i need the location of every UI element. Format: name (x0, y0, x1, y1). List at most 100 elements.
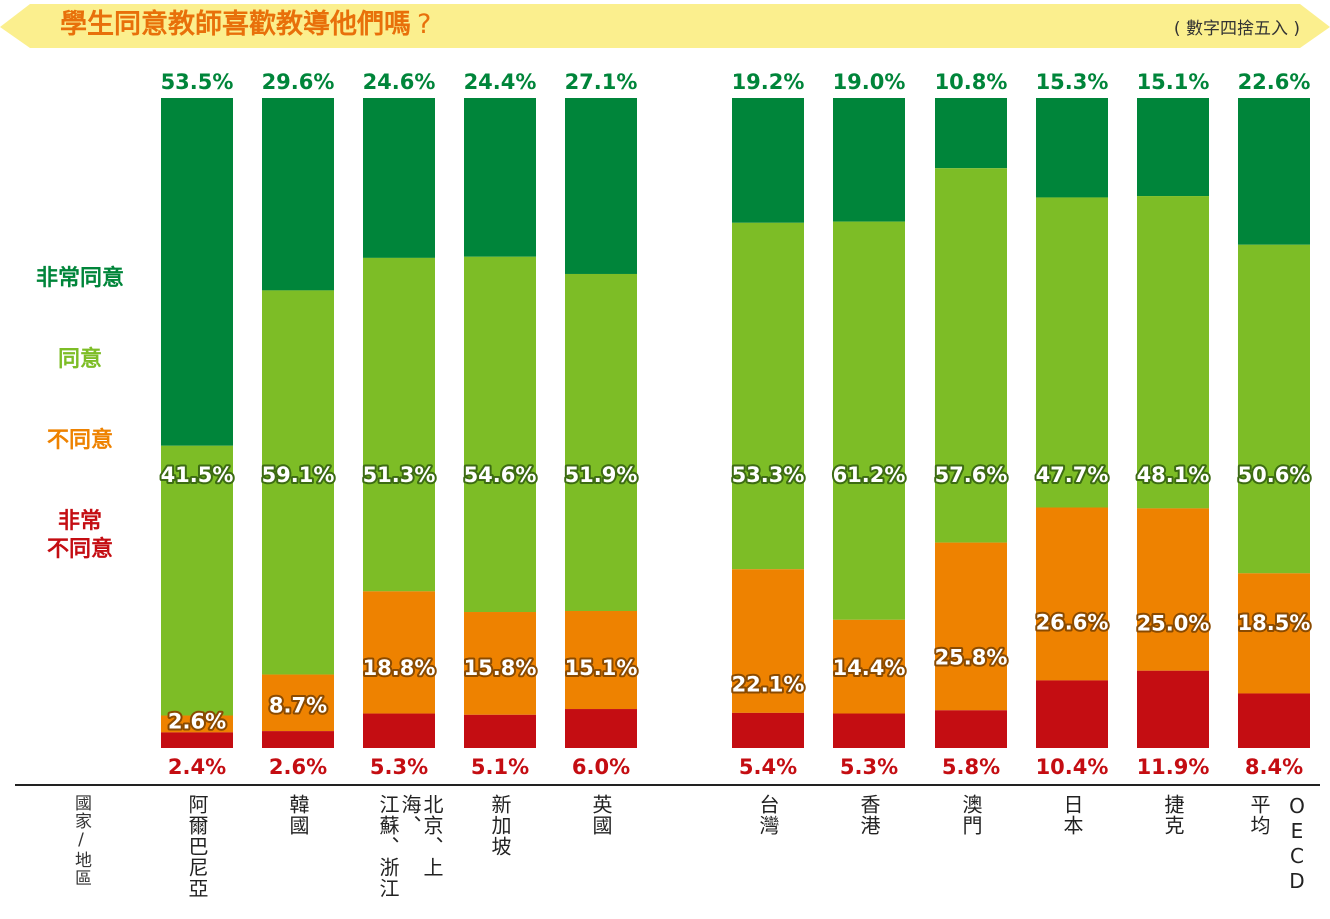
bar-agree (1137, 196, 1209, 509)
value-label-strongly-agree: 19.0% (833, 70, 906, 94)
bar-strongly-disagree (1238, 693, 1310, 748)
value-label-disagree: 18.5% (1238, 611, 1311, 635)
category-label: 捷克 (1161, 794, 1185, 836)
value-label-disagree: 14.4% (833, 656, 906, 680)
value-label-strongly-disagree: 5.1% (471, 755, 529, 779)
title-banner (0, 4, 1330, 48)
category-label: 英國 (589, 794, 613, 836)
value-label-agree: 61.2% (833, 463, 906, 487)
value-label-agree: 59.1% (262, 463, 335, 487)
value-label-strongly-agree: 22.6% (1238, 70, 1311, 94)
value-label-strongly-disagree: 5.3% (370, 755, 428, 779)
bar-agree (565, 273, 637, 611)
bar-strongly-agree (935, 98, 1007, 169)
value-label-strongly-disagree: 2.4% (168, 755, 226, 779)
bar-agree (732, 222, 804, 570)
bar-strongly-agree (1036, 98, 1108, 198)
bar-disagree (363, 591, 435, 714)
bar-agree (464, 256, 536, 613)
bar-strongly-agree (363, 98, 435, 258)
bar-disagree (935, 542, 1007, 711)
bar-disagree (833, 619, 905, 714)
value-label-strongly-agree: 24.4% (464, 70, 537, 94)
bar-strongly-agree (464, 98, 536, 257)
legend-strongly-disagree: 非常 不同意 (46, 509, 113, 562)
category-label: 阿爾巴尼亞 (185, 794, 209, 899)
bar-strongly-agree (262, 98, 334, 291)
chart-title-text: 學生同意教師喜歡教導他們嗎 (60, 9, 411, 40)
bar-agree (935, 168, 1007, 543)
value-label-strongly-agree: 29.6% (262, 70, 335, 94)
legend-agree: 同意 (57, 347, 102, 372)
value-label-disagree: 22.1% (732, 672, 805, 696)
value-label-disagree: 25.8% (935, 646, 1008, 670)
chart-title-mark: ? (417, 9, 432, 40)
value-label-strongly-disagree: 8.4% (1245, 755, 1303, 779)
bar-strongly-disagree (565, 709, 637, 748)
bar-strongly-agree (161, 98, 233, 446)
value-label-strongly-disagree: 5.3% (840, 755, 898, 779)
value-label-disagree: 15.1% (565, 656, 638, 680)
banner-shape (0, 4, 1330, 48)
bar-disagree (161, 715, 233, 733)
bar-strongly-disagree (1036, 680, 1108, 748)
value-label-strongly-agree: 15.3% (1036, 70, 1109, 94)
category-label: 平均 (1247, 794, 1271, 836)
value-label-strongly-disagree: 10.4% (1036, 755, 1109, 779)
value-label-disagree: 25.0% (1137, 611, 1210, 635)
bar-agree (1238, 244, 1310, 574)
legend-disagree: 不同意 (46, 428, 113, 453)
value-label-agree: 57.6% (935, 463, 1008, 487)
bar-strongly-agree (732, 98, 804, 223)
axis-label: 國家/地區 (71, 794, 91, 887)
value-label-disagree: 26.6% (1036, 611, 1109, 635)
value-label-strongly-disagree: 5.4% (739, 755, 797, 779)
value-label-strongly-disagree: 11.9% (1137, 755, 1210, 779)
category-label: 北京、上海、 (398, 794, 444, 878)
bar-strongly-agree (1238, 98, 1310, 245)
value-label-agree: 54.6% (464, 463, 537, 487)
value-label-strongly-disagree: 2.6% (269, 755, 327, 779)
category-label: 日本 (1060, 794, 1084, 836)
bar-disagree (1238, 573, 1310, 694)
bar-strongly-agree (1137, 98, 1209, 197)
value-label-agree: 47.7% (1036, 463, 1109, 487)
bar-agree (262, 290, 334, 675)
bar-agree (1036, 197, 1108, 508)
labels-layer: 53.5% 41.5% 2.6% 2.4% 29.6% 59.1% 8.7% 2.6% 24.6… (159, 70, 1313, 779)
bar-disagree (1137, 508, 1209, 671)
legend-strongly-agree: 非常同意 (35, 266, 124, 291)
bar-strongly-disagree (464, 714, 536, 748)
value-label-strongly-agree: 24.6% (363, 70, 436, 94)
bar-agree (363, 257, 435, 592)
bar-strongly-disagree (363, 713, 435, 748)
bar-agree (161, 445, 233, 716)
category-label: 澳門 (959, 794, 983, 836)
bar-disagree (1036, 507, 1108, 681)
bar-strongly-agree (565, 98, 637, 274)
value-label-agree: 53.3% (732, 463, 805, 487)
bar-disagree (732, 569, 804, 713)
value-label-disagree: 8.7% (269, 694, 327, 718)
value-label-strongly-agree: 53.5% (161, 70, 234, 94)
value-label-disagree: 15.8% (464, 656, 537, 680)
value-label-strongly-disagree: 5.8% (942, 755, 1000, 779)
value-label-disagree: 18.8% (363, 656, 436, 680)
bar-strongly-disagree (1137, 670, 1209, 748)
category-label: 韓國 (286, 794, 310, 836)
value-label-strongly-agree: 10.8% (935, 70, 1008, 94)
value-label-agree: 41.5% (161, 463, 234, 487)
category-label: 台灣 (756, 794, 780, 836)
bar-strongly-disagree (732, 712, 804, 748)
chart-title: 學生同意教師喜歡教導他們嗎? (60, 7, 431, 43)
bar-disagree (262, 674, 334, 732)
bar-strongly-disagree (161, 732, 233, 748)
category-label: 江蘇、浙江 (376, 794, 400, 899)
category-label: OECD (1285, 794, 1309, 894)
bar-strongly-agree (833, 98, 905, 222)
category-label: 新加坡 (488, 794, 512, 857)
value-label-disagree: 2.6% (168, 709, 226, 733)
bar-agree (833, 221, 905, 620)
value-label-strongly-agree: 27.1% (565, 70, 638, 94)
value-label-agree: 51.3% (363, 463, 436, 487)
